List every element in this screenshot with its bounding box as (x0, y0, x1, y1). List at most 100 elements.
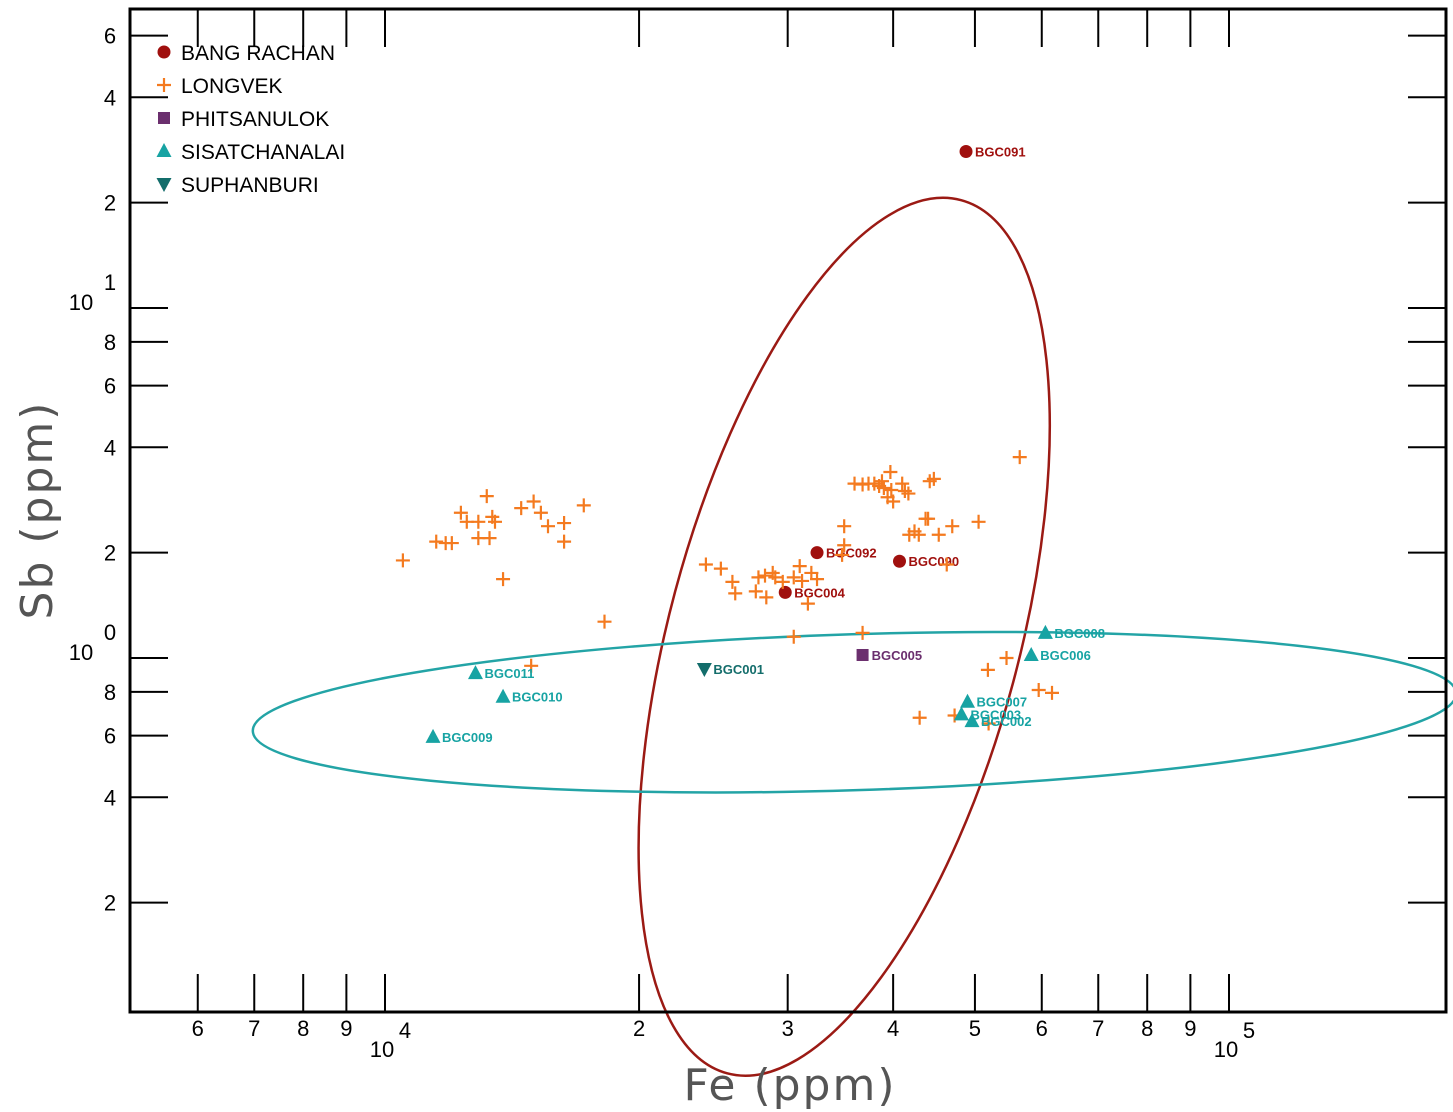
data-point (959, 144, 973, 158)
y-tick-label: 8 (104, 330, 116, 355)
x-tick-label: 8 (1141, 1016, 1153, 1041)
ellipse-bang-rachan (637, 196, 1052, 1077)
data-point (479, 489, 494, 504)
x-tick-label: 6 (192, 1016, 204, 1041)
legend-label: BANG RACHAN (181, 42, 335, 65)
x-tick-label: 2 (633, 1016, 645, 1041)
data-point (837, 519, 852, 534)
y-tick-label: 4 (104, 85, 116, 110)
data-point (960, 693, 976, 708)
data-point (874, 474, 889, 489)
data-point (576, 498, 591, 513)
data-point (775, 574, 790, 589)
data-point (931, 527, 946, 542)
x-tick-label: 6 (1036, 1016, 1048, 1041)
x-axis-title: Fe (ppm) (683, 1060, 896, 1111)
x-tick-label: 10 (1214, 1037, 1238, 1062)
data-point (795, 573, 810, 588)
legend-item: SISATCHANALAI (156, 141, 345, 164)
data-point (768, 570, 783, 585)
data-point (855, 625, 870, 640)
data-point (883, 464, 898, 479)
data-point (526, 494, 541, 509)
data-point (698, 557, 713, 572)
data-point (884, 482, 899, 497)
data-point (886, 494, 901, 509)
data-point (725, 574, 740, 589)
data-label: BGC092 (826, 546, 877, 561)
legend-item: PHITSANULOK (158, 108, 329, 131)
y-tick-exponent: 1 (104, 270, 116, 295)
data-point (533, 505, 548, 520)
legend-item: BANG RACHAN (157, 42, 335, 65)
series-suphanburi: BGC001 (696, 662, 764, 678)
data-point (758, 568, 773, 583)
y-tick-exponent: 0 (104, 620, 116, 645)
data-point (696, 663, 712, 678)
data-point (876, 480, 891, 495)
data-point (953, 706, 969, 721)
y-tick-label: 6 (104, 724, 116, 749)
data-label: BGC001 (713, 662, 764, 677)
data-point (453, 505, 468, 520)
data-point (1012, 450, 1027, 465)
data-point (980, 662, 995, 677)
data-point (524, 658, 539, 673)
data-point (810, 546, 824, 560)
data-label: BGC002 (981, 714, 1032, 729)
data-point (1023, 646, 1039, 661)
data-point (786, 570, 801, 585)
data-point (778, 585, 792, 599)
data-point (495, 688, 511, 703)
series-longvek (395, 450, 1059, 731)
data-point (1037, 624, 1053, 639)
data-point (786, 629, 801, 644)
x-tick-label: 9 (1184, 1016, 1196, 1041)
series-phitsanulok: BGC005 (856, 648, 922, 663)
x-tick-label: 5 (969, 1016, 981, 1041)
data-point (892, 554, 906, 568)
data-point (856, 648, 869, 661)
data-label: BGC011 (484, 666, 534, 681)
data-point (395, 553, 410, 568)
data-point (485, 509, 500, 524)
data-label: BGC009 (442, 730, 493, 745)
legend: BANG RACHAN LONGVEK PHITSANULOK SISATCHANAL… (156, 42, 345, 197)
legend-label: LONGVEK (181, 75, 283, 98)
data-point (713, 561, 728, 576)
legend-label: PHITSANULOK (181, 108, 329, 131)
legend-marker (157, 45, 171, 59)
y-tick-label: 8 (104, 680, 116, 705)
y-tick-label: 10 (69, 640, 93, 665)
x-tick-exponent: 5 (1243, 1018, 1255, 1043)
series-sisatchanalai: BGC008BGC006BGC011BGC010BGC009BGC007BGC0… (425, 624, 1105, 745)
x-tick-label: 8 (297, 1016, 309, 1041)
x-tick-label: 10 (370, 1037, 394, 1062)
data-points: BGC091 BGC092 BGC090 BGC004 BGC005 BGC008 BGC0… (395, 144, 1105, 745)
y-tick-label: 2 (104, 891, 116, 916)
data-point (748, 584, 763, 599)
data-point (444, 536, 459, 551)
y-tick-label: 4 (104, 785, 116, 810)
data-point (557, 516, 572, 531)
data-point (999, 651, 1014, 665)
data-point (921, 511, 936, 526)
data-point (429, 534, 444, 549)
data-label: BGC091 (975, 144, 1026, 159)
data-point (792, 559, 807, 574)
data-point (971, 514, 986, 529)
data-point (895, 476, 910, 491)
data-label: BGC010 (512, 690, 563, 705)
data-label: BGC007 (977, 695, 1028, 710)
data-point (425, 728, 441, 743)
legend-marker (158, 112, 170, 124)
data-point (482, 531, 497, 546)
ellipse-sisatchanalai (251, 630, 1453, 794)
data-label: BGC008 (1054, 626, 1105, 641)
legend-item: LONGVEK (157, 75, 283, 98)
data-point (945, 519, 960, 534)
x-tick-exponent: 4 (399, 1018, 411, 1043)
data-point (557, 534, 572, 549)
data-point (471, 514, 486, 529)
